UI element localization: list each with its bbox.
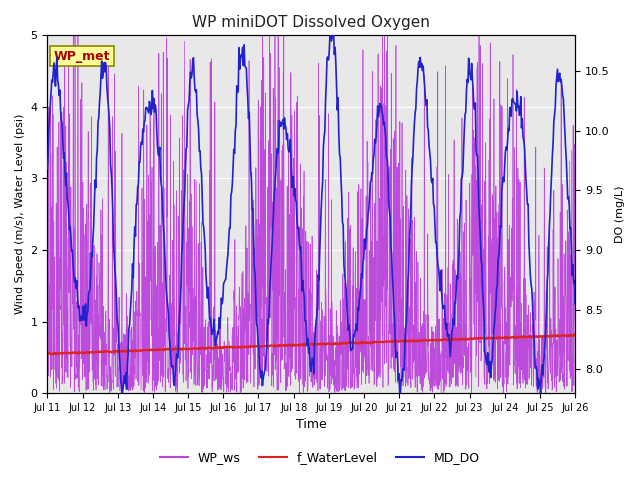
Y-axis label: DO (mg/L): DO (mg/L)	[615, 185, 625, 243]
Text: WP_met: WP_met	[54, 49, 110, 63]
Legend: WP_ws, f_WaterLevel, MD_DO: WP_ws, f_WaterLevel, MD_DO	[155, 446, 485, 469]
Title: WP miniDOT Dissolved Oxygen: WP miniDOT Dissolved Oxygen	[192, 15, 430, 30]
X-axis label: Time: Time	[296, 419, 326, 432]
Y-axis label: Wind Speed (m/s), Water Level (psi): Wind Speed (m/s), Water Level (psi)	[15, 114, 25, 314]
